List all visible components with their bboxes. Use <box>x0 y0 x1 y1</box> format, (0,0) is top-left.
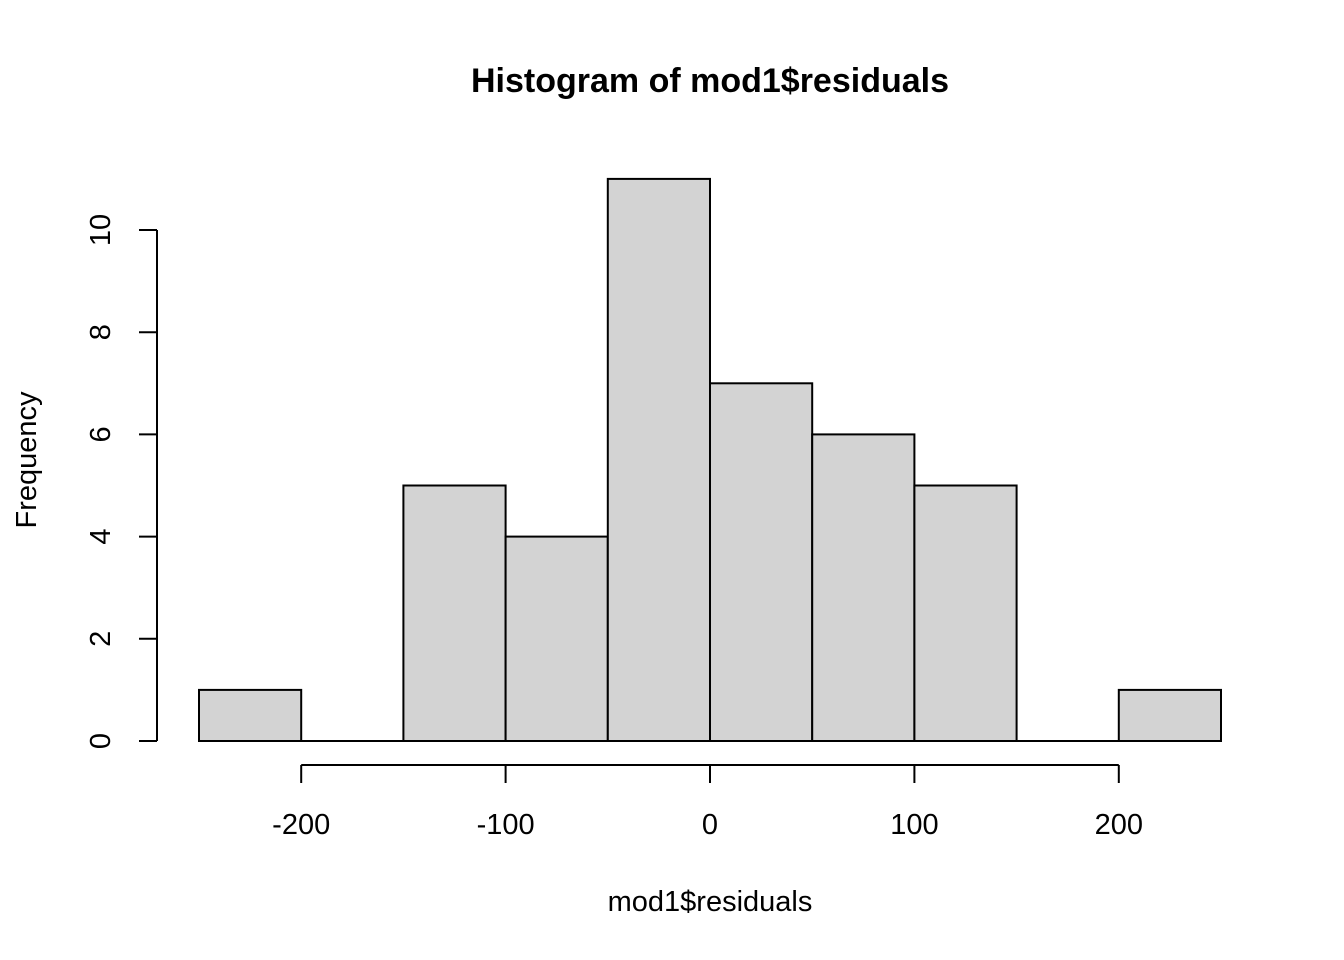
y-tick-label: 4 <box>85 529 117 545</box>
histogram-bar <box>402 484 507 742</box>
x-axis-label: mod1$residuals <box>608 886 813 918</box>
y-tick-label: 2 <box>85 631 117 647</box>
y-axis: 0 2 4 6 8 10 <box>85 214 158 749</box>
histogram-bar <box>606 177 711 742</box>
x-axis: -200 -100 0 100 200 <box>272 764 1143 841</box>
histogram-bar <box>811 433 916 742</box>
y-tick-label: 6 <box>85 426 117 442</box>
x-tick-label: -200 <box>272 809 330 841</box>
histogram-bar <box>1117 688 1223 743</box>
bars-group <box>198 177 1223 743</box>
x-tick-label: 0 <box>702 809 718 841</box>
y-axis-label: Frequency <box>11 391 43 529</box>
histogram-bar <box>504 535 609 742</box>
x-tick-label: 200 <box>1095 809 1143 841</box>
histogram-bar <box>913 484 1018 742</box>
x-tick-label: -100 <box>477 809 535 841</box>
y-tick-label: 10 <box>85 214 117 246</box>
histogram-bar <box>709 382 814 742</box>
y-tick-label: 8 <box>85 324 117 340</box>
x-tick-label: 100 <box>890 809 938 841</box>
chart-title: Histogram of mod1$residuals <box>471 62 949 100</box>
y-tick-label: 0 <box>85 733 117 749</box>
histogram-bar <box>198 688 303 743</box>
